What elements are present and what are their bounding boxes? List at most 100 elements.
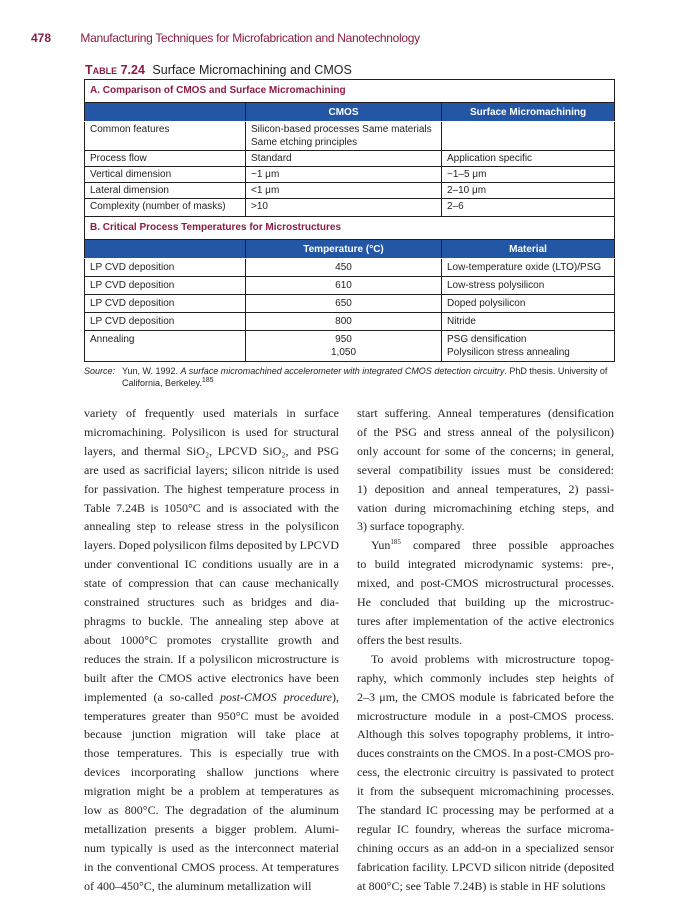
text: offers the best results. — [357, 632, 463, 647]
col-header-cmos: CMOS — [245, 102, 442, 122]
text-line: reduces the strain. If a polysilicon mic… — [84, 650, 339, 669]
text-line: temperatures greater than 950°C must be … — [84, 707, 339, 726]
text-line: of 400–450°C, the aluminum metallization… — [84, 877, 339, 896]
text: To avoid problems with microstructure to… — [371, 651, 614, 666]
table-row: LP CVD deposition 650 Doped polysilicon — [84, 294, 616, 313]
source-publisher: . PhD thesis. University of California, … — [122, 366, 608, 388]
table-block: A. Comparison of CMOS and Surface Microm… — [83, 79, 616, 389]
text: layers. Doped polysilicon films deposite… — [84, 538, 339, 553]
text-line: mixed, and post-CMOS microstructural pro… — [357, 574, 614, 593]
text-line: Table 7.24B is 1050°C and is associated … — [84, 499, 339, 518]
cell-line: PSG densification — [447, 334, 527, 345]
text: it from the subsequent micromachining pr… — [357, 784, 614, 799]
text-line: about 1000°C promotes crystallite growth… — [84, 631, 339, 650]
section-a-header: CMOS Surface Micromachining — [84, 102, 616, 122]
text: to build integrated microdynamic systems… — [357, 557, 614, 572]
text-line: devices incorporating shallow junctions … — [84, 763, 339, 782]
col-header-material: Material — [440, 239, 616, 259]
cell: 2–6 — [440, 198, 616, 217]
cell: Annealing — [84, 330, 246, 362]
text: temperatures greater than 950°C must be … — [84, 708, 339, 723]
text-line: regular IC foundry, whereas the surface … — [357, 820, 614, 839]
source-title: A surface micromachined accelerometer wi… — [180, 366, 505, 376]
text-line: chining occurs as an add-on in a special… — [357, 839, 614, 858]
cell: Nitride — [440, 312, 616, 331]
cell-line: Same etching principles — [251, 137, 358, 148]
text: phragms to buckle. The annealing step ab… — [84, 613, 339, 628]
text: Table 7.24B is 1050°C and is associated … — [84, 500, 339, 515]
text-line: vation during micromachining etching ste… — [357, 499, 614, 518]
text-line: annealing step to release stress in the … — [84, 517, 339, 536]
cell-line: Polysilicon stress annealing — [447, 347, 570, 358]
text-line: 2–3 μm, the CMOS module is fabricated be… — [357, 688, 614, 707]
text-line: 1) deposition and anneal temperatures, 2… — [357, 480, 614, 499]
text-line: micromachining. Polysilicon is used for … — [84, 423, 339, 442]
text-line: To avoid problems with microstructure to… — [357, 650, 614, 669]
cell: Low-stress polysilicon — [440, 276, 616, 295]
text: regular IC foundry, whereas the surface … — [357, 821, 614, 836]
text-line: it from the subsequent micromachining pr… — [357, 782, 614, 801]
text: variety of frequently used materials in … — [84, 406, 339, 420]
table-7-24: A. Comparison of CMOS and Surface Microm… — [83, 79, 616, 362]
text: compared three possible approaches — [400, 538, 614, 553]
text: low as 800°C. The degradation of the alu… — [84, 803, 339, 818]
text: 3) surface topography. — [357, 519, 465, 534]
text-line: start suffering. Anneal temperatures (de… — [357, 404, 614, 423]
text-line: layers. Doped polysilicon films deposite… — [84, 536, 339, 555]
table-row: Process flow Standard Application specific — [84, 150, 616, 167]
text: reduces the strain. If a polysilicon mic… — [84, 651, 339, 666]
text: Although this solves topography problems… — [357, 727, 614, 742]
text: ), — [332, 689, 339, 704]
cell: Lateral dimension — [84, 182, 246, 199]
text: start suffering. Anneal temperatures (de… — [357, 406, 614, 420]
text-line: migration might be a problem at temperat… — [84, 782, 339, 801]
text-line: are used as sacrificial layers; silicon … — [84, 461, 339, 480]
text: devices incorporating shallow junctions … — [84, 765, 339, 780]
col-header — [84, 102, 246, 122]
cell: Standard — [245, 150, 442, 167]
text: layers, and thermal SiO₂, LPCVD SiO₂, an… — [84, 443, 339, 458]
cell: Application specific — [440, 150, 616, 167]
cell: LP CVD deposition — [84, 276, 246, 295]
text-line: microstructure module in a post-CMOS pro… — [357, 707, 614, 726]
text-line: fabrication facility. LPCVD silicon nitr… — [357, 858, 614, 877]
cell-line: 950 — [335, 334, 352, 345]
text-line: The standard IC processing may be perfor… — [357, 801, 614, 820]
text-line: built after the CMOS active electronics … — [84, 669, 339, 688]
text-line: variety of frequently used materials in … — [84, 404, 339, 423]
cell: LP CVD deposition — [84, 294, 246, 313]
cell: Process flow — [84, 150, 246, 167]
text: only account for some of the concerns; i… — [357, 443, 614, 458]
text-line: under conventional IC conditions usually… — [84, 555, 339, 574]
text: state of compression that can cause mech… — [84, 576, 339, 591]
text: microstructure module in a post-CMOS pro… — [357, 708, 614, 723]
text-line: offers the best results. — [357, 631, 614, 650]
text: 1) deposition and anneal temperatures, 2… — [357, 481, 614, 496]
section-a-title-row: A. Comparison of CMOS and Surface Microm… — [83, 79, 616, 103]
cell: LP CVD deposition — [84, 312, 246, 331]
col-header-surface: Surface Micromachining — [440, 102, 616, 122]
text: because junction migration will take pla… — [84, 727, 339, 742]
text-line: Yun185 compared three possible approache… — [357, 536, 614, 555]
cell: <1 μm — [245, 182, 442, 199]
table-row: LP CVD deposition 610 Low-stress polysilic… — [84, 276, 616, 295]
text: 2–3 μm, the CMOS module is fabricated be… — [357, 689, 614, 704]
text: for passivation. The highest temperature… — [84, 481, 339, 496]
text: The standard IC processing may be perfor… — [357, 803, 614, 818]
text-line: those temperatures. This is especially t… — [84, 744, 339, 763]
cell: Doped polysilicon — [440, 294, 616, 313]
text: vation during micromachining etching ste… — [357, 500, 614, 515]
text: those temperatures. This is especially t… — [84, 746, 339, 761]
table-label: Table 7.24 — [85, 63, 145, 77]
running-title: Manufacturing Techniques for Microfabric… — [80, 31, 420, 45]
text: Yun — [371, 538, 391, 553]
source-author: Yun, W. 1992. — [122, 366, 181, 376]
text: in the conventional CMOS process. At tem… — [84, 859, 339, 874]
table-row: Annealing 950 1,050 PSG densification Poly… — [84, 330, 616, 362]
col-header-temperature: Temperature (°C) — [245, 239, 442, 259]
table-row: Common features Silicon-based processes … — [84, 121, 616, 151]
table-caption: Table 7.24 Surface Micromachining and CM… — [85, 63, 352, 77]
cell: 2–10 μm — [440, 182, 616, 199]
text-line: implemented (a so-called post-CMOS proce… — [84, 688, 339, 707]
text-line: constrained structures such as bridges a… — [84, 593, 339, 612]
